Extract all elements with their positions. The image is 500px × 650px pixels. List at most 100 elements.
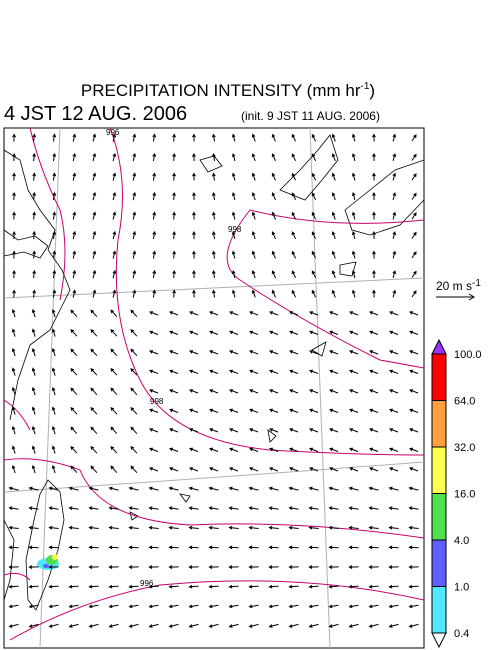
wind-arrow [92, 191, 97, 201]
wind-arrow [251, 153, 256, 162]
wind-arrow [90, 407, 98, 415]
wind-arrow [130, 426, 138, 435]
wind-arrow [132, 250, 137, 259]
wind-arrow [92, 133, 97, 142]
wind-arrow [149, 467, 159, 472]
wind-arrow [268, 604, 279, 609]
wind-arrow [331, 231, 336, 240]
wind-arrow [152, 152, 157, 162]
init-time: (init. 9 JST 11 AUG. 2006) [241, 109, 380, 123]
wind-arrow [92, 230, 97, 240]
wind-arrow [152, 250, 157, 259]
wind-arrow [269, 408, 279, 413]
wind-arrow [309, 369, 319, 374]
wind-arrow [88, 584, 99, 589]
wind-arrow [32, 152, 36, 162]
wind-arrow [48, 506, 59, 510]
wind-arrow [68, 506, 79, 510]
islets [129, 341, 327, 521]
wind-arrow [211, 250, 216, 259]
wind-arrow [52, 152, 57, 162]
wind-arrow [249, 311, 259, 316]
wind-arrow [48, 545, 59, 550]
wind-arrow [70, 407, 78, 415]
wind-arrow [392, 133, 397, 142]
wind-arrow [209, 467, 219, 472]
wind-arrow [369, 369, 379, 374]
wind-arrow [128, 545, 139, 550]
wind-arrow [349, 447, 359, 452]
wind-arrow [68, 565, 79, 569]
isobar [29, 127, 66, 301]
island [344, 159, 425, 236]
wind-arrow [268, 565, 279, 569]
wind-arrow [51, 347, 56, 357]
wind-arrow [249, 350, 259, 355]
wind-arrow [231, 250, 236, 259]
wind-arrow [389, 330, 399, 335]
wind-arrow [152, 191, 157, 201]
wind-arrow [72, 250, 77, 259]
wind-arrow [229, 330, 239, 335]
wind-arrow [12, 133, 16, 142]
wind-arrow [409, 350, 419, 355]
wind-arrow [149, 350, 159, 355]
wind-arrow [8, 486, 19, 491]
colorbar-box [431, 446, 447, 494]
colorbar-box [431, 400, 447, 448]
wind-arrow [128, 506, 139, 510]
wind-arrow [329, 447, 339, 452]
wind-arrow [308, 565, 319, 569]
wind-arrow [130, 329, 138, 337]
wind-arrow [110, 368, 118, 376]
wind-arrow [309, 389, 319, 394]
wind-arrow [388, 506, 399, 510]
wind-arrow [110, 407, 118, 415]
wind-arrow [169, 428, 179, 433]
wind-arrow [248, 525, 259, 530]
wind-arrow [90, 446, 98, 454]
wind-arrow [110, 426, 118, 435]
wind-vectors [8, 133, 419, 628]
wind-arrow [328, 486, 339, 491]
rain-area [43, 564, 49, 568]
wind-arrow [369, 467, 379, 472]
wind-arrow [388, 604, 399, 609]
wind-arrow [208, 545, 219, 550]
wind-arrow [48, 486, 59, 491]
wind-arrow [189, 408, 199, 413]
wind-arrow [11, 445, 16, 454]
wind-arrow [148, 584, 159, 589]
wind-arrow [172, 269, 176, 279]
wind-arrow [389, 369, 399, 374]
wind-arrow [11, 406, 16, 415]
wind-arrow [291, 133, 297, 142]
wind-arrow [328, 565, 339, 569]
wind-arrow [311, 192, 317, 201]
wind-arrow [12, 289, 16, 298]
wind-arrow [268, 623, 279, 628]
wind-arrow [389, 408, 399, 413]
wind-arrow [309, 408, 319, 413]
wind-arrow [172, 152, 176, 162]
wind-arrow [110, 465, 118, 474]
colorbar-box [431, 493, 447, 541]
wind-arrow [130, 465, 138, 474]
wind-arrow [88, 623, 99, 628]
colorbar-box [431, 539, 447, 587]
colorbar-extend [431, 632, 447, 649]
wind-arrow [211, 289, 216, 298]
wind-arrow [12, 269, 16, 279]
wind-arrow [388, 486, 399, 491]
wind-arrow [249, 369, 259, 374]
colorbar: 100.0 64.0 32.0 16.0 4.0 1.0 0.4 [431, 338, 482, 649]
wind-arrow [331, 192, 336, 201]
wind-arrow [251, 172, 256, 181]
wind-arrow [228, 565, 239, 569]
wind-arrow [369, 428, 379, 433]
wind-arrow [368, 565, 379, 569]
vector-scale-label: 20 m s-1 [436, 278, 481, 293]
wind-arrow [348, 525, 359, 530]
wind-arrow [311, 211, 317, 220]
wind-arrow [211, 230, 216, 240]
